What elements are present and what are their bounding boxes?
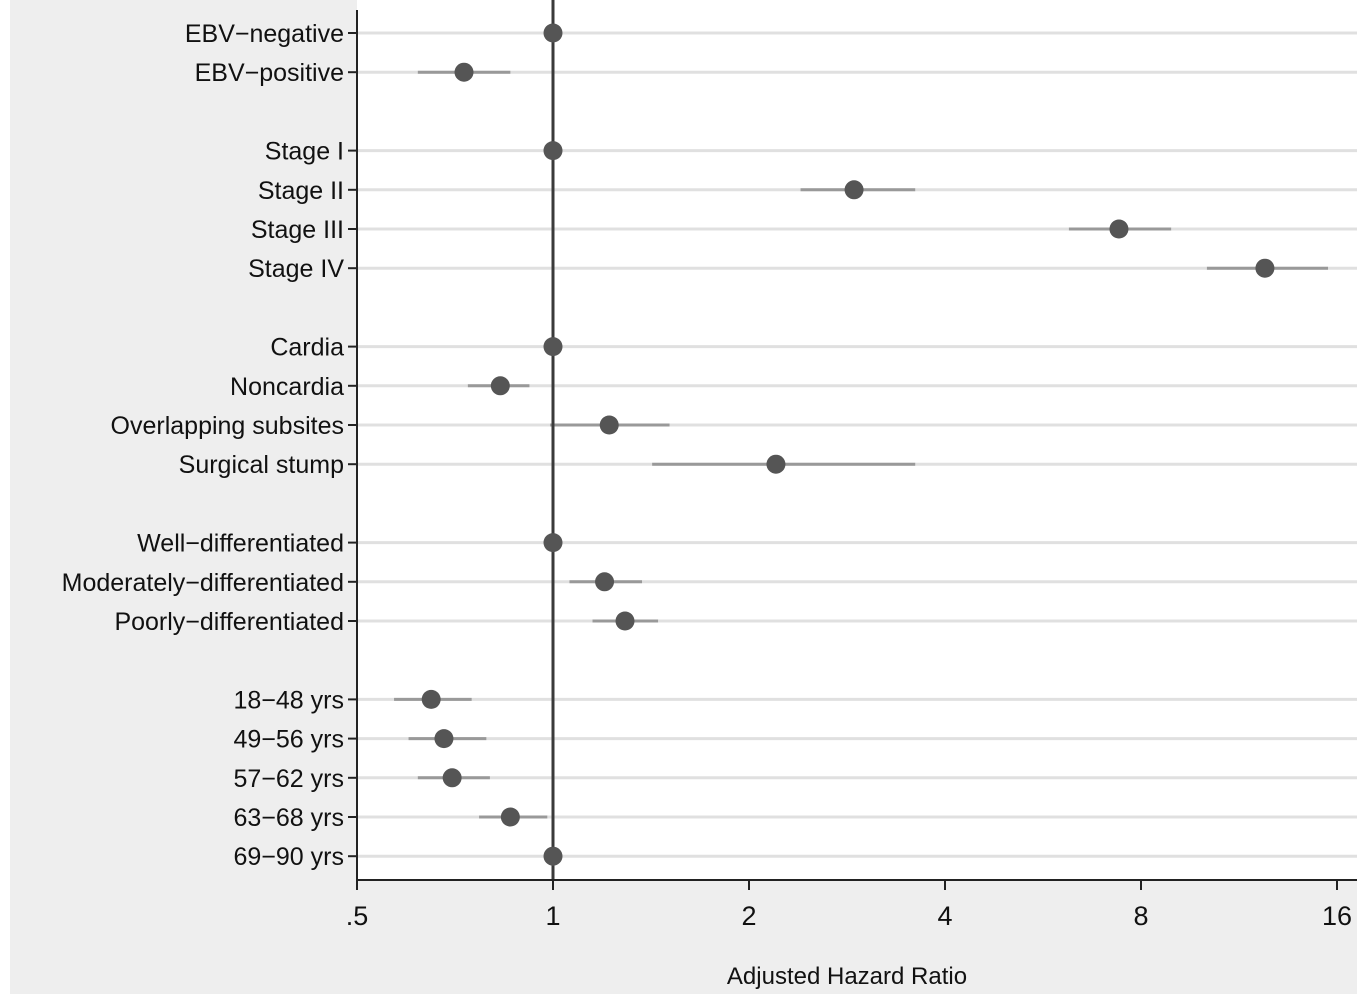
category-label: Overlapping subsites <box>111 412 344 440</box>
point-estimates <box>421 23 1275 866</box>
point-estimate <box>490 376 510 396</box>
x-tick-label: 8 <box>1133 901 1148 931</box>
category-label: 57−62 yrs <box>234 765 345 793</box>
category-label: 69−90 yrs <box>234 843 345 871</box>
x-axis-title: Adjusted Hazard Ratio <box>727 963 967 990</box>
category-label: Surgical stump <box>179 451 344 479</box>
point-estimate <box>543 141 563 161</box>
point-estimate <box>421 689 441 709</box>
point-estimate <box>766 454 786 474</box>
point-estimate <box>543 23 563 43</box>
x-tick-label: 2 <box>741 901 756 931</box>
point-estimate <box>615 611 635 631</box>
category-label: Well−differentiated <box>137 530 344 558</box>
category-label: EBV−positive <box>195 59 344 87</box>
forest-plot: .5 1 2 4 8 16 EBV−negative EBV−positive Stage I… <box>62 0 1357 990</box>
category-label: Stage I <box>265 138 344 166</box>
point-estimate <box>442 768 462 788</box>
category-label: Noncardia <box>230 373 344 401</box>
x-tick-label: 16 <box>1322 901 1352 931</box>
point-estimate <box>500 807 520 827</box>
category-label: 63−68 yrs <box>234 804 345 832</box>
point-estimate <box>595 572 615 592</box>
point-estimate <box>543 337 563 357</box>
point-estimate <box>844 180 864 200</box>
category-label: 49−56 yrs <box>234 726 345 754</box>
category-label: Stage III <box>251 216 344 244</box>
point-estimate <box>434 729 454 749</box>
category-labels: EBV−negative EBV−positive Stage I Stage II S… <box>62 20 345 871</box>
x-tick-label: 4 <box>937 901 952 931</box>
x-tick-label: 1 <box>545 901 560 931</box>
gridlines <box>357 31 1357 858</box>
category-label: Poorly−differentiated <box>114 608 344 636</box>
category-label: EBV−negative <box>185 20 344 48</box>
category-label: Cardia <box>270 334 344 362</box>
point-estimate <box>1109 219 1129 239</box>
point-estimate <box>599 415 619 435</box>
point-estimate <box>543 533 563 553</box>
category-label: Stage II <box>258 177 344 205</box>
category-label: Stage IV <box>248 255 344 283</box>
point-estimate <box>543 846 563 866</box>
point-estimate <box>454 62 474 82</box>
figure-background: .5 1 2 4 8 16 EBV−negative EBV−positive Stage I… <box>10 0 1357 994</box>
x-tick-label: .5 <box>346 901 369 931</box>
point-estimate <box>1255 258 1275 278</box>
axes: .5 1 2 4 8 16 <box>346 10 1357 931</box>
category-label: 18−48 yrs <box>234 686 345 714</box>
category-label: Moderately−differentiated <box>62 569 344 597</box>
plot-area <box>357 0 1357 880</box>
